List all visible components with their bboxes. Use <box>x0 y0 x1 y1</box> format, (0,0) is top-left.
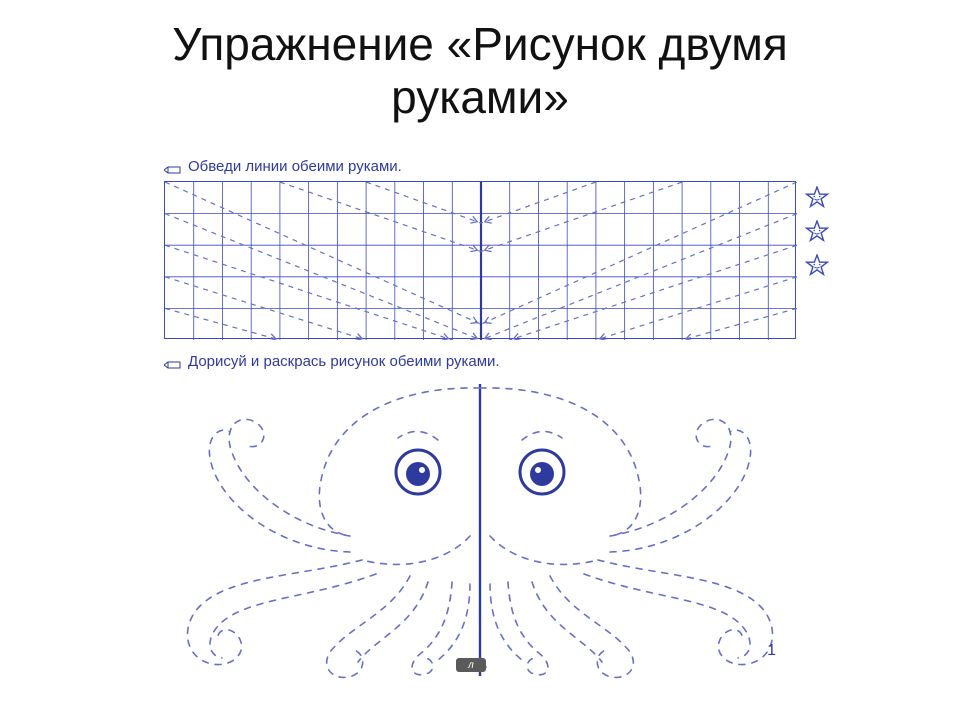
tracing-grid <box>164 181 796 339</box>
publisher-badge-text: л <box>468 660 474 671</box>
star-icon <box>805 220 829 244</box>
page-title: Упражнение «Рисунок двумя руками» <box>0 0 960 124</box>
star-icon <box>805 254 829 278</box>
star-icon <box>805 186 829 210</box>
octopus-svg <box>164 376 796 686</box>
section2-label: Дорисуй и раскрась рисунок обеими руками… <box>188 353 500 370</box>
pencil-icon <box>164 162 182 172</box>
title-line-1: Упражнение «Рисунок двумя <box>172 18 788 70</box>
title-line-2: руками» <box>391 71 569 123</box>
page-number: 1 <box>767 642 776 660</box>
section2-label-row: Дорисуй и раскрась рисунок обеими руками… <box>164 353 824 370</box>
star-rating-column <box>805 186 829 278</box>
pencil-icon <box>164 357 182 367</box>
section1-label: Обведи линии обеими руками. <box>188 158 402 175</box>
worksheet-area: Обведи линии обеими руками. Дорисуй и ра… <box>136 158 824 700</box>
octopus-drawing <box>164 376 796 686</box>
section1-label-row: Обведи линии обеими руками. <box>164 158 824 175</box>
grid-svg <box>165 182 797 340</box>
publisher-badge: л <box>456 658 486 672</box>
